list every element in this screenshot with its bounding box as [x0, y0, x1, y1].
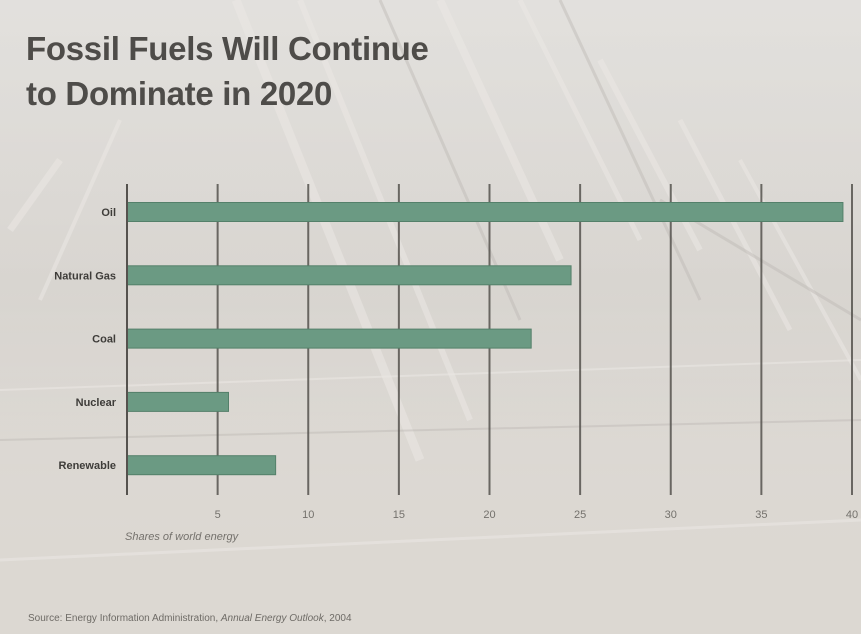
- category-label: Coal: [92, 334, 116, 346]
- category-labels: Oil Natural Gas Coal Nuclear Renewable: [54, 207, 116, 472]
- slide-title: Fossil Fuels Will Continue to Dominate i…: [26, 26, 626, 116]
- title-line-2: to Dominate in 2020: [26, 75, 333, 112]
- x-tick-label: 25: [574, 509, 586, 521]
- x-tick-label: 40: [846, 509, 858, 521]
- bar: [126, 328, 532, 349]
- x-tick-label: 5: [215, 509, 221, 521]
- bars: [126, 202, 844, 476]
- x-tick-label: 30: [665, 509, 677, 521]
- x-tick-label: 10: [302, 509, 314, 521]
- x-tick-label: 20: [483, 509, 495, 521]
- source-suffix: , 2004: [323, 613, 352, 624]
- source-prefix: Source: Energy Information Administratio…: [28, 613, 221, 624]
- x-tick-label: 15: [393, 509, 405, 521]
- bar: [126, 455, 277, 476]
- source-publication: Annual Energy Outlook: [220, 613, 324, 624]
- x-tick-labels: 5 10 15 20 25 30 35 40: [215, 509, 859, 521]
- source-note: Source: Energy Information Administratio…: [28, 613, 352, 624]
- bar: [126, 391, 229, 412]
- category-label: Natural Gas: [54, 270, 116, 282]
- x-axis-label: Shares of world energy: [125, 531, 240, 543]
- x-tick-label: 35: [755, 509, 767, 521]
- bar: [126, 202, 844, 222]
- title-line-1: Fossil Fuels Will Continue: [26, 30, 429, 67]
- category-label: Oil: [101, 207, 116, 219]
- bar: [126, 265, 572, 286]
- category-label: Renewable: [59, 460, 116, 472]
- category-label: Nuclear: [76, 397, 117, 409]
